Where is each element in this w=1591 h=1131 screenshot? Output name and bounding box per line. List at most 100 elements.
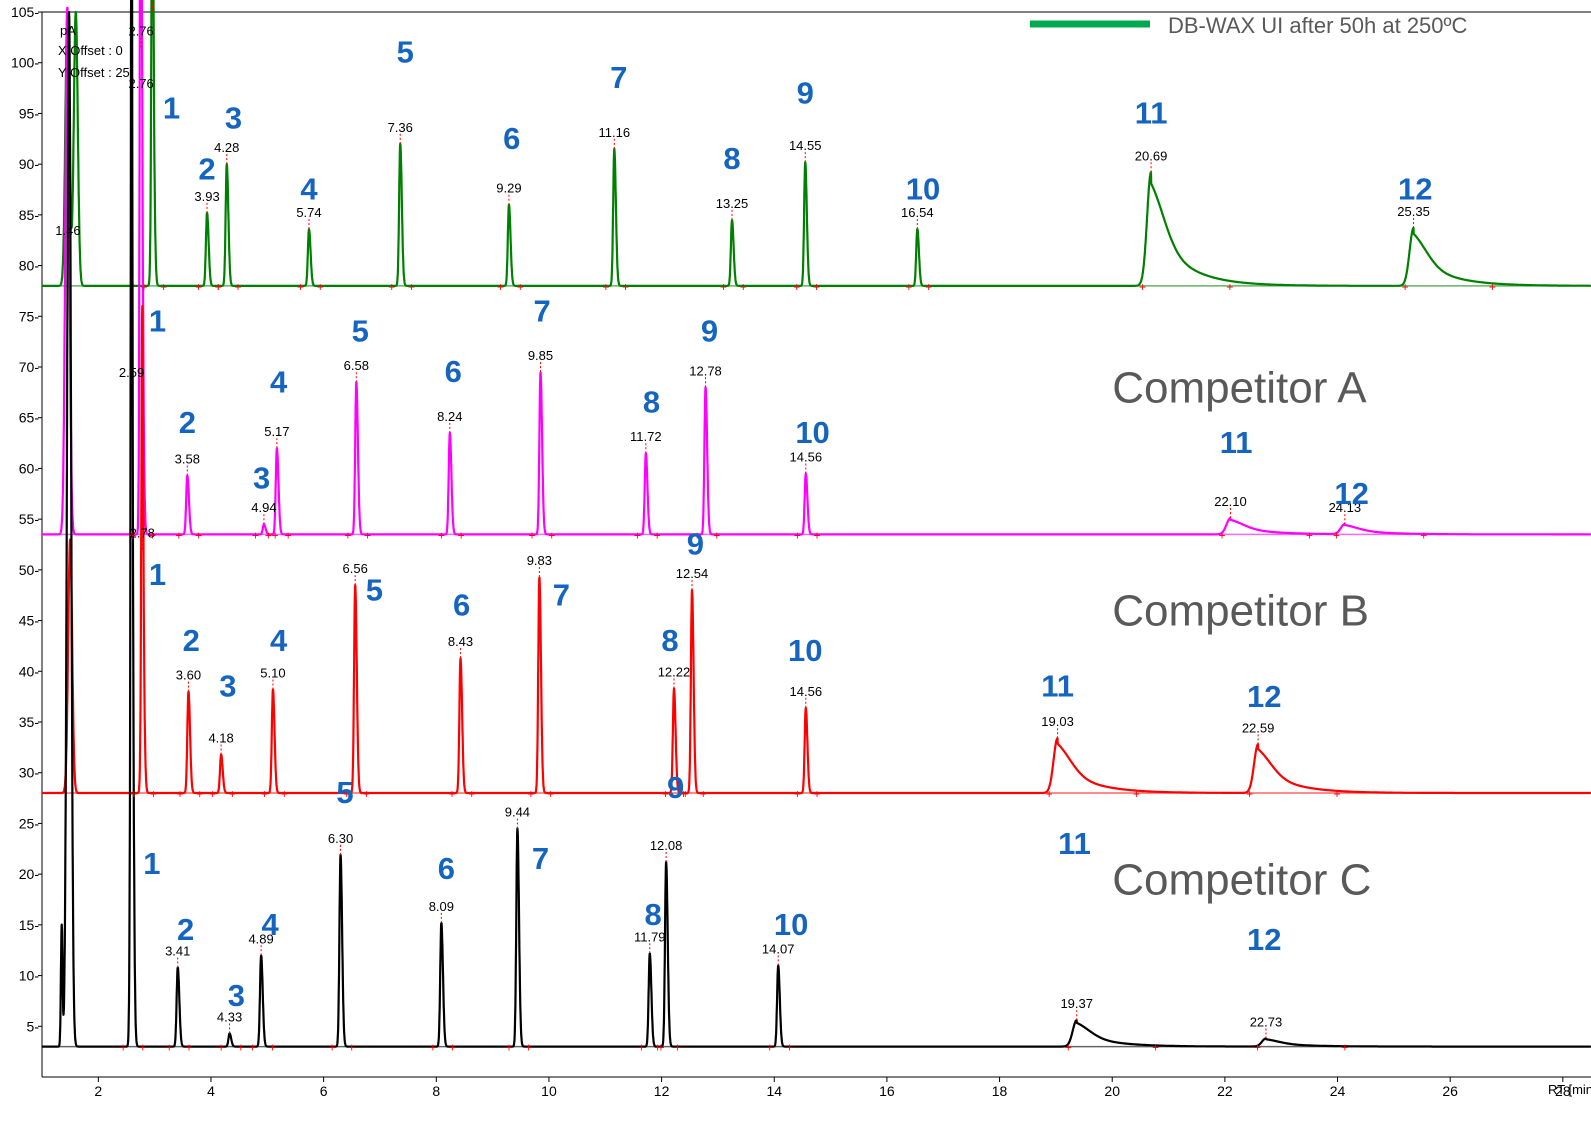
integration-marker: + xyxy=(813,280,820,294)
peak-number: 11 xyxy=(1135,96,1168,131)
retention-time-label: 2.76 xyxy=(128,24,153,39)
integration-marker: + xyxy=(364,528,371,542)
integration-marker: + xyxy=(1152,1041,1159,1055)
retention-time-label: 11.79 xyxy=(634,929,666,944)
integration-marker: + xyxy=(160,280,167,294)
trace-label: Competitor C xyxy=(1112,855,1371,904)
integration-marker: + xyxy=(186,1041,193,1055)
peak-number: 2 xyxy=(177,912,194,947)
integration-marker: + xyxy=(388,280,395,294)
y-tick-label: 85- xyxy=(19,207,40,223)
retention-time-label: 2.78 xyxy=(130,526,155,541)
integration-marker: + xyxy=(786,1041,793,1055)
retention-time-label: 9.29 xyxy=(496,181,521,196)
integration-marker: + xyxy=(1046,787,1053,801)
peak-number: 11 xyxy=(1041,669,1074,704)
retention-time-label: 12.78 xyxy=(689,363,722,378)
peak-number: 4 xyxy=(270,623,288,658)
x-tick-label: 4 xyxy=(207,1083,215,1099)
integration-marker: + xyxy=(261,787,268,801)
integration-marker: + xyxy=(814,787,821,801)
x-tick-label: 18 xyxy=(992,1083,1008,1099)
integration-marker: + xyxy=(249,1041,256,1055)
integration-marker: + xyxy=(662,787,669,801)
integration-marker: + xyxy=(129,528,136,542)
integration-marker: + xyxy=(694,528,701,542)
peak-number: 4 xyxy=(270,364,288,399)
retention-time-label: 1.46 xyxy=(55,223,80,238)
y-axis-unit-label: pA xyxy=(60,23,76,38)
integration-marker: + xyxy=(1065,1041,1072,1055)
trace-label: Competitor A xyxy=(1112,364,1367,413)
integration-marker: + xyxy=(150,787,157,801)
integration-marker: + xyxy=(317,280,324,294)
peak-number: 6 xyxy=(503,121,520,156)
integration-marker: + xyxy=(905,280,912,294)
y-tick-label: 45- xyxy=(19,613,40,629)
integration-marker: + xyxy=(269,1041,276,1055)
integration-marker: + xyxy=(654,528,661,542)
peak-number: 12 xyxy=(1398,172,1432,207)
peak-number: 10 xyxy=(774,907,808,942)
peak-number: 7 xyxy=(553,577,570,612)
x-tick-label: 22 xyxy=(1217,1083,1233,1099)
retention-time-label: 9.85 xyxy=(528,348,553,363)
integration-marker: + xyxy=(525,1041,532,1055)
integration-marker: + xyxy=(547,787,554,801)
integration-marker: + xyxy=(363,787,370,801)
integration-marker: + xyxy=(622,280,629,294)
integration-marker: + xyxy=(794,787,801,801)
integration-marker: + xyxy=(149,528,156,542)
retention-time-label: 4.28 xyxy=(214,140,239,155)
integration-marker: + xyxy=(1226,280,1233,294)
x-tick-label: 6 xyxy=(320,1083,328,1099)
integration-marker: + xyxy=(235,280,242,294)
x-tick-label: 10 xyxy=(541,1083,557,1099)
y-tick-label: 40- xyxy=(19,663,40,679)
peak-number: 12 xyxy=(1334,476,1368,511)
peak-number: 10 xyxy=(906,172,940,207)
retention-time-label: 22.73 xyxy=(1250,1014,1283,1029)
peak-number: 11 xyxy=(1220,425,1253,460)
integration-marker: + xyxy=(682,787,689,801)
legend-label: DB-WAX UI after 50h at 250ºC xyxy=(1168,13,1468,38)
retention-time-label: 6.56 xyxy=(343,561,368,576)
peak-number: 7 xyxy=(534,293,551,328)
integration-marker: + xyxy=(468,787,475,801)
x-tick-label: 8 xyxy=(432,1083,440,1099)
peak-number: 9 xyxy=(701,314,718,349)
retention-time-label: 5.74 xyxy=(296,205,321,220)
retention-time-label: 22.59 xyxy=(1242,720,1275,735)
retention-time-label: 12.54 xyxy=(676,566,709,581)
y-tick-label: 60- xyxy=(19,460,40,476)
y-tick-label: 15- xyxy=(19,917,40,933)
integration-marker: + xyxy=(720,280,727,294)
retention-time-label: 8.43 xyxy=(448,634,473,649)
y-tick-label: 10- xyxy=(19,968,40,984)
peak-number: 6 xyxy=(438,851,455,886)
retention-time-label: 11.72 xyxy=(630,429,662,444)
integration-marker: + xyxy=(252,528,259,542)
integration-marker: + xyxy=(1306,528,1313,542)
trace-label: Competitor B xyxy=(1112,587,1369,636)
retention-time-label: 9.83 xyxy=(527,553,552,568)
integration-marker: + xyxy=(218,1041,225,1055)
axes: 5- 10- 15- 20- 25- 30- 35- 40- 45- 50- 55- 60- 65- 70… xyxy=(11,4,1591,1099)
retention-time-label: 3.93 xyxy=(194,189,219,204)
integration-marker: + xyxy=(1341,1041,1348,1055)
integration-marker: + xyxy=(700,787,707,801)
integration-marker: + xyxy=(1133,787,1140,801)
peak-labels: 2.961++3.932++4.283++5.744++7.365++9.296… xyxy=(55,0,1496,1055)
y-tick-label: 5- xyxy=(27,1018,40,1034)
peak-number: 8 xyxy=(645,897,662,932)
peak-number: 9 xyxy=(667,770,684,805)
retention-time-label: 3.41 xyxy=(165,943,190,958)
y-tick-label: 55- xyxy=(19,511,40,527)
y-tick-label: 90- xyxy=(19,156,40,172)
y-tick-label: 30- xyxy=(19,765,40,781)
peak-number: 5 xyxy=(397,35,414,70)
integration-marker: + xyxy=(548,528,555,542)
integration-marker: + xyxy=(1333,787,1340,801)
peak-number: 1 xyxy=(149,557,166,592)
integration-marker: + xyxy=(285,528,292,542)
